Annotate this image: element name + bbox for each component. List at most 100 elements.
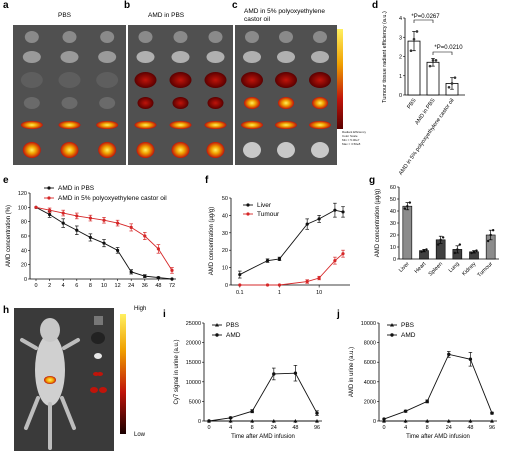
data-point bbox=[453, 251, 457, 255]
y-tick-label: 3 bbox=[399, 35, 402, 41]
scale-caption-line: Max = 3.50e8 bbox=[342, 142, 361, 146]
y-tick-label: 2 bbox=[399, 55, 402, 61]
data-point bbox=[420, 250, 423, 253]
legend-label: Liver bbox=[257, 202, 272, 209]
data-point bbox=[250, 409, 254, 413]
spleen-tissue bbox=[58, 121, 81, 129]
y-tick-label: 10 bbox=[222, 266, 228, 272]
legend-marker bbox=[390, 333, 394, 337]
panel-label-b: b bbox=[124, 0, 131, 11]
x-tick-label: 1 bbox=[278, 290, 281, 296]
x-tick-label: 6 bbox=[75, 283, 78, 289]
data-point bbox=[156, 275, 160, 280]
panel-label-d: d bbox=[372, 0, 379, 11]
x-tick-label: Tumour bbox=[477, 261, 495, 279]
data-point bbox=[382, 417, 386, 421]
data-point bbox=[272, 372, 276, 376]
data-point bbox=[408, 201, 412, 204]
y-tick-label: 10 bbox=[390, 245, 396, 251]
mouse-head bbox=[40, 318, 60, 342]
data-point bbox=[207, 419, 211, 423]
liver-tissue bbox=[309, 72, 331, 88]
data-point bbox=[425, 419, 430, 423]
data-point bbox=[491, 229, 495, 232]
x-tick-label: 48 bbox=[155, 283, 161, 289]
x-tick-label: 0.1 bbox=[236, 290, 244, 296]
legend-marker bbox=[215, 323, 219, 327]
y-tick-label: 60 bbox=[390, 185, 396, 191]
heart-tissue bbox=[208, 31, 223, 43]
y-axis-label: AMD concentration (µg/g) bbox=[375, 189, 381, 257]
legend-label: AMD bbox=[401, 332, 416, 339]
tumour-tissue bbox=[136, 142, 155, 158]
data-point bbox=[468, 419, 473, 423]
x-tick-label: 72 bbox=[169, 283, 175, 289]
y-tick-label: 4 bbox=[399, 16, 402, 22]
liver-tissue bbox=[241, 72, 263, 88]
y-tick-label: 30 bbox=[222, 231, 228, 237]
x-tick-label: 8 bbox=[89, 283, 92, 289]
data-point bbox=[450, 82, 454, 85]
x-tick-label: 10 bbox=[101, 283, 107, 289]
x-tick-label: Lung bbox=[448, 261, 461, 274]
mouse-scale-low: Low bbox=[134, 432, 146, 438]
series-line bbox=[383, 353, 493, 420]
x-tick-label: PBS bbox=[406, 97, 417, 110]
legend-label: PBS bbox=[401, 322, 415, 329]
tumour-tissue bbox=[311, 142, 329, 158]
signal-color-scale bbox=[120, 314, 126, 434]
legend-label: AMD in 5% polyoxyethylene castor oil bbox=[58, 195, 167, 202]
data-point bbox=[61, 211, 65, 215]
x-tick-label: 4 bbox=[404, 425, 407, 431]
y-tick-label: 4000 bbox=[364, 380, 376, 386]
panel-title-a: PBS bbox=[58, 12, 72, 19]
bar bbox=[402, 205, 413, 260]
data-point bbox=[75, 228, 79, 232]
data-point bbox=[333, 208, 337, 212]
data-point bbox=[341, 210, 345, 214]
mouse-fluorescence-image bbox=[14, 308, 126, 451]
data-point bbox=[434, 59, 438, 62]
x-tick-label: 4 bbox=[62, 283, 65, 289]
tumour-tissue bbox=[171, 142, 190, 158]
data-point bbox=[265, 259, 270, 263]
y-tick-label: 50 bbox=[390, 197, 396, 203]
heart-tissue bbox=[173, 31, 188, 43]
legend-label: AMD in PBS bbox=[58, 185, 95, 192]
y-tick-label: 15000 bbox=[186, 360, 201, 366]
chart-g: 0 10 20 30 40 50 60 AMD concentration (µg/g) Liv… bbox=[375, 185, 499, 279]
data-point bbox=[468, 357, 473, 361]
data-point bbox=[228, 419, 233, 423]
heart-tissue bbox=[94, 316, 103, 325]
data-point bbox=[412, 37, 416, 41]
y-tick-label: 0 bbox=[225, 283, 228, 289]
data-point bbox=[250, 419, 255, 423]
x-tick-label: 2 bbox=[48, 283, 51, 289]
heart-tissue bbox=[279, 31, 293, 43]
data-point bbox=[490, 411, 494, 415]
liver-tissue bbox=[204, 72, 227, 88]
data-point bbox=[441, 236, 445, 239]
data-point bbox=[271, 419, 276, 423]
y-tick-label: 20 bbox=[390, 233, 396, 239]
data-point bbox=[228, 416, 233, 420]
tumour-tissue bbox=[243, 142, 261, 158]
lung-tissue bbox=[206, 51, 225, 63]
data-point bbox=[116, 248, 120, 252]
liver-tissue bbox=[275, 72, 297, 88]
spleen-tissue bbox=[204, 121, 227, 129]
x-tick-label: 10 bbox=[316, 290, 322, 296]
panel-label-e: e bbox=[3, 175, 9, 186]
lung-tissue bbox=[60, 51, 79, 63]
kidney-tissue bbox=[172, 97, 189, 109]
p-value-annotation: *P=0.0210 bbox=[434, 45, 463, 51]
y-axis-label: AMD concentration (%) bbox=[6, 205, 12, 267]
x-tick-label: Liver bbox=[398, 261, 411, 274]
data-point bbox=[475, 249, 478, 252]
data-point bbox=[409, 49, 413, 53]
data-point bbox=[170, 277, 174, 281]
scale-caption: Radiant Efficiency Color Scale Min = 5.0… bbox=[342, 130, 366, 146]
x-tick-label: 96 bbox=[314, 425, 320, 431]
x-tick-label: 4 bbox=[229, 425, 232, 431]
lung-tissue bbox=[22, 51, 41, 63]
